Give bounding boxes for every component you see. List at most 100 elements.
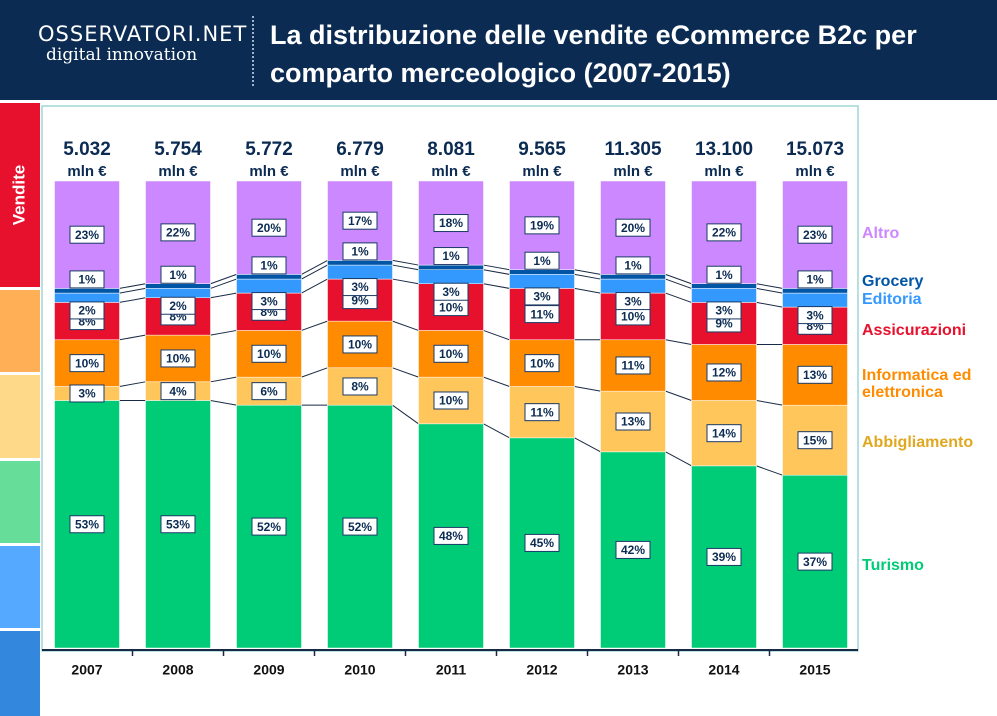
label-box	[524, 533, 560, 552]
connector	[483, 269, 510, 275]
data-label: 15%	[803, 433, 827, 447]
data-label: 11%	[530, 405, 554, 419]
connector	[483, 376, 510, 387]
total-label: 15.073	[786, 139, 844, 160]
data-label: 22%	[712, 226, 736, 240]
data-label: 8%	[351, 380, 369, 394]
label-box	[433, 214, 469, 233]
label-box	[433, 526, 469, 545]
data-label: 14%	[712, 426, 736, 440]
label-box	[615, 256, 651, 275]
label-box	[342, 377, 378, 396]
connector	[119, 297, 146, 303]
data-label: 2%	[169, 299, 187, 313]
data-label: 10%	[439, 347, 463, 361]
label-box	[615, 218, 651, 237]
label-box	[69, 384, 105, 403]
data-label: 11%	[621, 359, 645, 373]
connector	[301, 320, 328, 331]
data-label: 10%	[439, 300, 463, 314]
connector	[665, 339, 692, 345]
data-label: 20%	[257, 221, 281, 235]
side-block	[0, 546, 40, 628]
connector	[301, 259, 328, 275]
connector	[301, 367, 328, 378]
bar-segment	[327, 260, 393, 266]
data-label: 39%	[712, 550, 736, 564]
connector	[210, 376, 237, 383]
connector	[665, 273, 692, 285]
total-unit: mln €	[704, 163, 744, 180]
data-label: 1%	[715, 268, 733, 282]
data-label: 37%	[803, 555, 827, 569]
logo-tagline: digital innovation	[46, 45, 198, 65]
label-box	[342, 242, 378, 261]
legend-entry: Informatica ed elettronica	[862, 367, 972, 401]
bar-segment	[691, 283, 757, 289]
label-box	[251, 517, 287, 536]
data-label: 23%	[803, 228, 827, 242]
data-label: 20%	[621, 221, 645, 235]
bar-segment	[418, 264, 484, 270]
total-unit: mln €	[522, 163, 562, 180]
label-box	[433, 391, 469, 410]
data-label: 10%	[439, 394, 463, 408]
connector	[301, 264, 328, 280]
label-box	[524, 305, 560, 324]
label-box	[69, 515, 105, 534]
connector	[392, 259, 419, 266]
data-label: 17%	[348, 214, 372, 228]
x-tick-label: 2012	[526, 662, 557, 678]
data-label: 3%	[351, 280, 369, 294]
side-block	[0, 461, 40, 543]
total-label: 9.565	[518, 139, 566, 160]
label-box	[706, 363, 742, 382]
x-tick-label: 2011	[436, 662, 467, 678]
label-box	[524, 216, 560, 235]
bar-segment	[236, 278, 302, 294]
data-label: 10%	[75, 356, 99, 370]
data-label: 52%	[257, 520, 281, 534]
data-label: 3%	[715, 304, 733, 318]
connector	[574, 437, 601, 453]
data-label: 11%	[530, 307, 554, 321]
side-block	[0, 375, 40, 458]
legend-entry: Turismo	[862, 557, 924, 574]
label-box	[615, 412, 651, 431]
x-tick-label: 2014	[708, 662, 739, 678]
side-label: Vendite	[9, 165, 28, 225]
label-box	[342, 517, 378, 536]
bar-segment	[782, 288, 848, 294]
label-box	[797, 365, 833, 384]
total-unit: mln €	[158, 163, 198, 180]
bar-segment	[600, 274, 666, 280]
label-box	[706, 424, 742, 443]
data-label: 3%	[260, 294, 278, 308]
total-label: 8.081	[427, 139, 475, 160]
data-label: 1%	[533, 254, 551, 268]
bar-segment	[54, 288, 120, 294]
x-tick-label: 2008	[162, 662, 193, 678]
label-box	[706, 547, 742, 566]
label-box	[69, 354, 105, 373]
total-label: 5.772	[245, 139, 293, 160]
data-label: 9%	[715, 317, 733, 331]
data-label: 3%	[78, 387, 96, 401]
data-label: 42%	[621, 543, 645, 557]
label-box	[69, 225, 105, 244]
label-box	[251, 344, 287, 363]
bar-segment	[145, 283, 211, 289]
data-label: 10%	[257, 347, 281, 361]
label-box	[69, 270, 105, 289]
data-label: 53%	[75, 517, 99, 531]
connector	[392, 320, 419, 331]
bar-segment	[236, 376, 302, 406]
total-unit: mln €	[795, 163, 835, 180]
connector	[301, 278, 328, 294]
label-box	[524, 251, 560, 270]
label-box	[251, 292, 287, 311]
label-box	[160, 296, 196, 315]
data-label: 1%	[624, 259, 642, 273]
